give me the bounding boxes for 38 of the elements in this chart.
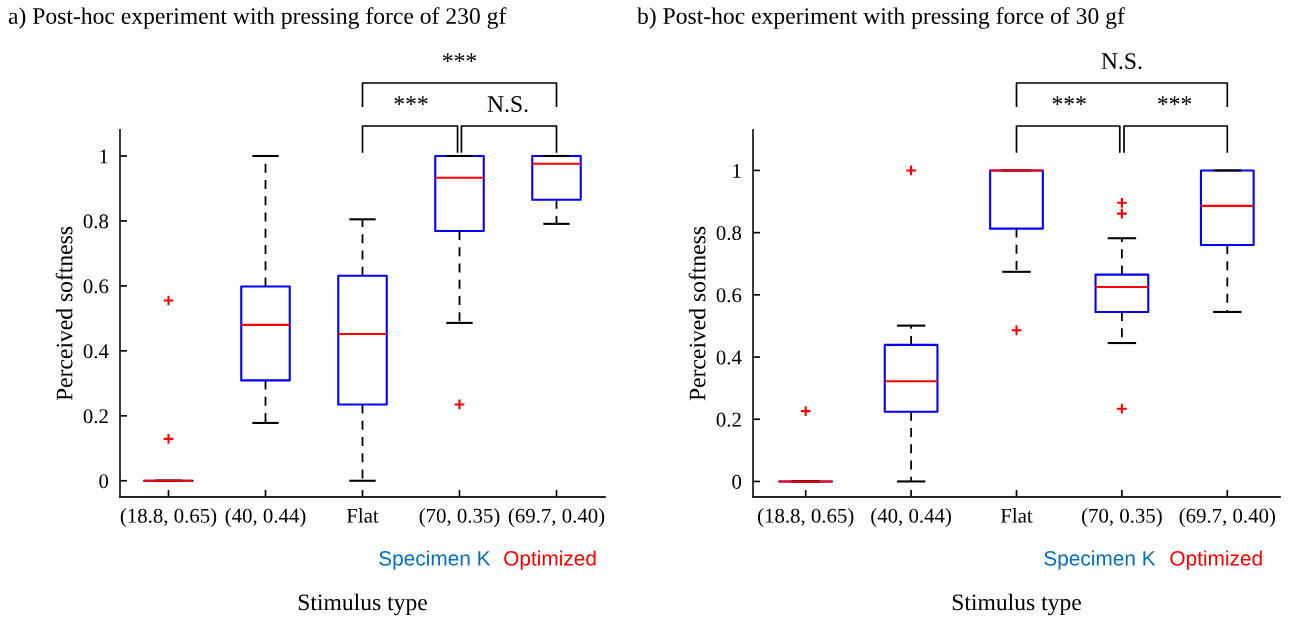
text: N.S. <box>487 96 528 113</box>
y-tick-label: 0 <box>99 474 109 489</box>
text: *** <box>394 96 428 105</box>
text: Optimized <box>1170 550 1262 570</box>
x-tick-label: (69.7, 0.40) <box>1179 508 1275 527</box>
y-tick-label: 0.6 <box>716 288 742 303</box>
x-tick-label: (18.8, 0.65) <box>120 508 217 527</box>
y-tick-label: 1 <box>733 163 741 178</box>
y-tick-label: 0.4 <box>83 344 109 359</box>
y-tick-label: 1 <box>100 149 108 164</box>
text: N.S. <box>1101 53 1142 70</box>
x-tick-label: (40, 0.44) <box>225 508 306 527</box>
y-axis-title: Perceived softness <box>688 226 706 401</box>
x-tick-label: (69.7, 0.40) <box>508 508 605 527</box>
chart-title: a) Post-hoc experiment with pressing force of 230 gf <box>8 7 507 29</box>
y-tick-label: 0.8 <box>83 214 109 229</box>
x-tick-label: (70, 0.35) <box>419 508 500 527</box>
y-axis-title: Perceived softness <box>55 226 73 401</box>
x-axis-title: Stimulus type <box>952 593 1081 616</box>
text: Specimen K <box>1044 550 1156 570</box>
chart-title: b) Post-hoc experiment with pressing force of 30 gf <box>637 7 1125 29</box>
text: *** <box>1158 96 1192 105</box>
x-tick-label: Flat <box>346 508 379 523</box>
y-tick-label: 0.6 <box>83 279 109 294</box>
x-tick-label: (18.8, 0.65) <box>758 508 854 527</box>
y-tick-label: 0.2 <box>716 412 741 427</box>
text: Optimized <box>504 550 596 570</box>
text: Specimen K <box>379 550 491 570</box>
x-axis-title: Stimulus type <box>298 593 427 616</box>
text: *** <box>442 53 477 63</box>
y-tick-label: 0.8 <box>716 226 742 241</box>
y-tick-label: 0 <box>732 474 742 489</box>
y-tick-label: 0.2 <box>83 409 108 424</box>
x-tick-label: (40, 0.44) <box>871 508 951 527</box>
y-tick-label: 0.4 <box>716 350 742 365</box>
text: *** <box>1052 96 1086 105</box>
x-tick-label: (70, 0.35) <box>1082 508 1162 527</box>
x-tick-label: Flat <box>1000 508 1033 523</box>
